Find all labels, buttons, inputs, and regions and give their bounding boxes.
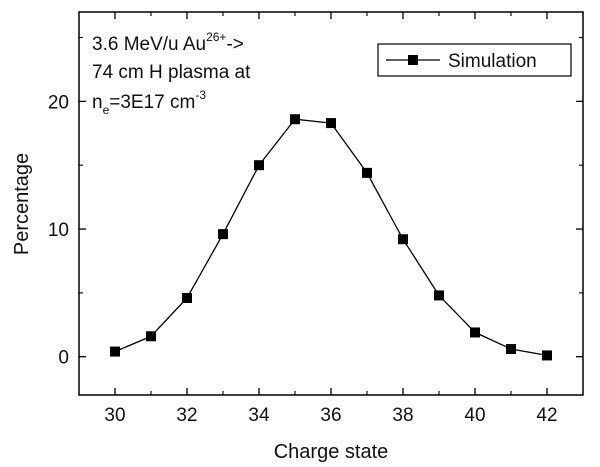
data-point (110, 346, 120, 357)
data-point (398, 234, 408, 245)
y-tick-label: 20 (48, 92, 69, 113)
data-point (254, 160, 264, 171)
data-point (218, 229, 228, 240)
x-tick-label: 42 (536, 405, 557, 426)
y-axis-title: Percentage (11, 153, 33, 255)
legend-label: Simulation (448, 51, 537, 72)
annotation: 3.6 MeV/u Au26+-> 74 cm H plasma at ne=3… (92, 30, 251, 117)
legend-marker (408, 55, 418, 65)
data-point (326, 118, 336, 129)
x-tick-label: 30 (104, 405, 125, 426)
x-tick-label: 34 (248, 405, 270, 426)
data-point (542, 350, 552, 361)
y-tick-label: 0 (58, 348, 69, 369)
tick-marks (79, 12, 583, 395)
data-point (290, 114, 300, 125)
annotation-line-2: 74 cm H plasma at (92, 62, 251, 83)
legend: Simulation (377, 43, 572, 77)
series-line (114, 118, 548, 357)
tick-labels: 30 32 34 36 38 40 42 0 10 20 (48, 92, 558, 426)
y-tick-label: 10 (48, 220, 69, 241)
annotation-line-3: ne=3E17 cm-3 (92, 88, 206, 117)
annotation-line-1: 3.6 MeV/u Au26+-> (92, 30, 244, 55)
x-tick-label: 40 (464, 405, 485, 426)
x-axis-title: Charge state (274, 441, 389, 463)
series-simulation (110, 114, 552, 361)
data-point (182, 292, 192, 303)
x-tick-label: 38 (392, 405, 413, 426)
x-tick-label: 32 (176, 405, 197, 426)
data-point (362, 167, 372, 178)
data-point (434, 290, 444, 301)
data-point (146, 331, 156, 342)
data-point (470, 327, 480, 338)
data-point (506, 344, 516, 355)
x-tick-label: 36 (320, 405, 341, 426)
